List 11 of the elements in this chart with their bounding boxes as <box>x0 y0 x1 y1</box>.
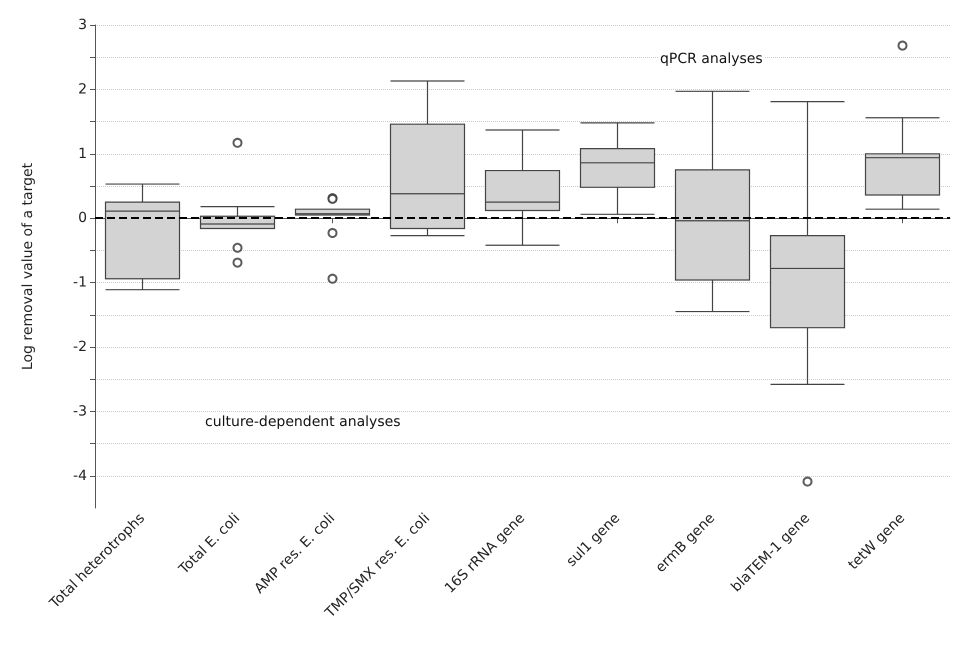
y-tick-label: -2 <box>73 339 87 355</box>
y-tick-label: -1 <box>73 274 87 291</box>
annotation: culture-dependent analyses <box>205 414 401 430</box>
y-tick-label: 3 <box>78 17 87 33</box>
y-tick-label: 2 <box>78 81 87 98</box>
y-tick-label: 0 <box>78 210 87 226</box>
y-tick-label: -3 <box>73 403 87 420</box>
y-tick-label: -4 <box>73 468 88 484</box>
y-tick-label: 1 <box>78 146 87 162</box>
annotation: qPCR analyses <box>660 51 763 67</box>
y-axis-title: Log removal value of a target <box>20 162 36 370</box>
